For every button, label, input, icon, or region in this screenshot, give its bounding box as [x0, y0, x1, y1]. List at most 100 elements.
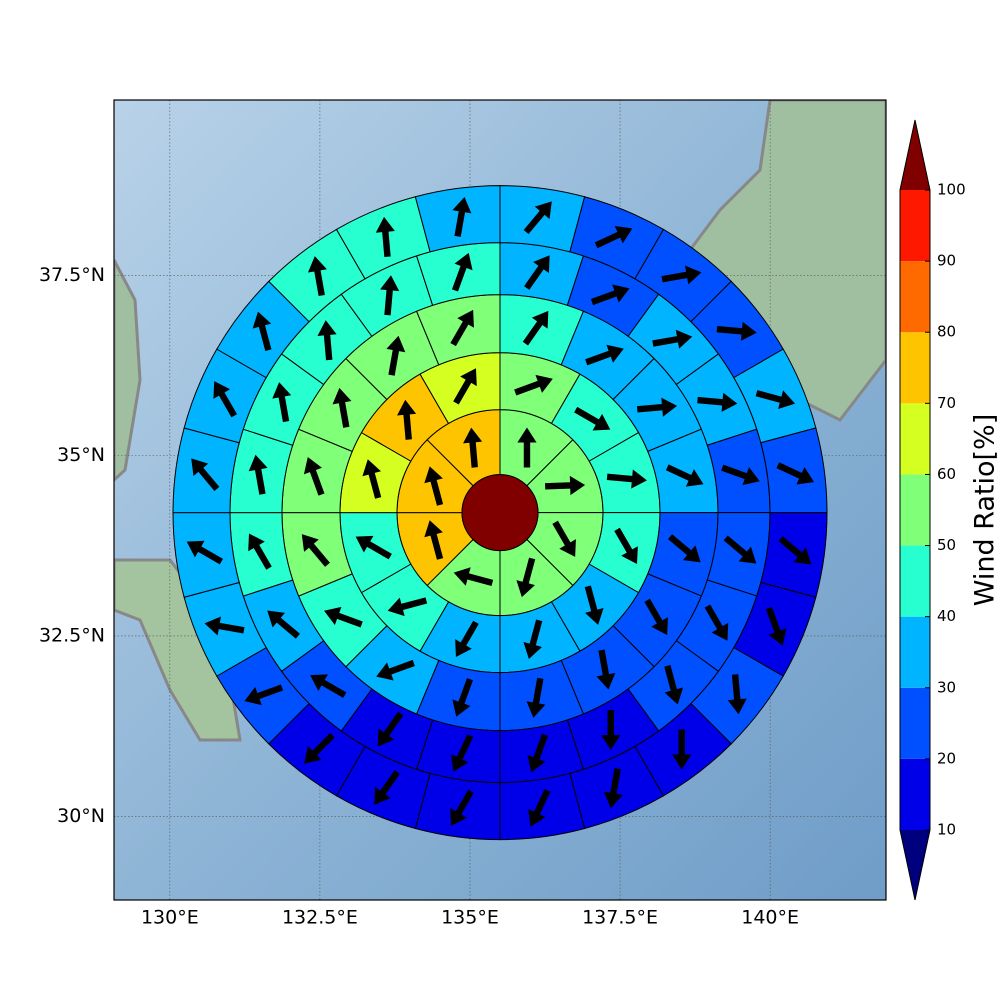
- wind-arrow: [376, 659, 415, 681]
- wind-arrow: [614, 527, 638, 564]
- wind-arrow: [552, 520, 576, 557]
- wind-arrow: [590, 284, 630, 306]
- x-tick-label: 135°E: [441, 907, 499, 929]
- wind-arrow: [424, 466, 444, 506]
- wind-arrow: [304, 733, 335, 764]
- wind-arrow: [324, 606, 363, 628]
- wind-arrow: [545, 475, 586, 496]
- wind-arrow: [453, 567, 494, 587]
- wind-arrow: [514, 374, 553, 396]
- wind-arrow: [523, 201, 552, 235]
- wind-arrow: [528, 789, 551, 827]
- wind-arrow: [272, 382, 292, 423]
- wind-arrow: [244, 684, 284, 706]
- wind-arrow: [451, 734, 474, 772]
- wind-arrow: [332, 387, 352, 428]
- arrows: [186, 196, 815, 827]
- x-tick-label: 130°E: [141, 907, 199, 929]
- axes: 130°E 132.5°E 135°E 137.5°E 140°E 30°N 32.5°N 3…: [39, 264, 799, 929]
- sector: [172, 427, 240, 514]
- sector: [499, 185, 586, 253]
- wind-arrow: [667, 534, 701, 563]
- colorbar-segment: [900, 403, 930, 475]
- wind-arrow: [374, 770, 400, 805]
- sector: [414, 772, 501, 841]
- wind-arrow: [191, 458, 220, 492]
- colorbar-tick-label: 60: [937, 465, 956, 483]
- wind-arrow: [523, 619, 543, 659]
- wind-arrow: [267, 610, 300, 639]
- wind-arrow: [606, 469, 647, 489]
- wind-arrow: [524, 255, 550, 290]
- colorbar-segment: [900, 261, 930, 333]
- colorbar: 10 20 30 40 50 60 70 80 90 100: [899, 119, 966, 901]
- sectors: [172, 185, 828, 841]
- wind-arrow: [755, 390, 796, 409]
- wind-arrow: [522, 310, 549, 346]
- wind-arrow: [452, 678, 473, 717]
- wind-arrow: [661, 265, 702, 285]
- x-tick-label: 132.5°E: [282, 907, 358, 929]
- wind-arrow: [721, 464, 760, 486]
- wind-arrow: [704, 604, 729, 641]
- colorbar-tick-label: 80: [937, 323, 956, 341]
- colorbar-under: [900, 830, 930, 900]
- wind-arrow: [387, 597, 428, 617]
- wind-arrow: [307, 256, 327, 297]
- wind-arrow: [516, 557, 536, 598]
- wind-arrow: [665, 464, 704, 487]
- wind-arrow: [355, 535, 392, 560]
- colorbar-tick-label: 70: [937, 394, 956, 412]
- wind-arrow: [664, 665, 684, 705]
- wind-arrow: [652, 329, 693, 349]
- x-tick-label: 140°E: [741, 907, 799, 929]
- colorbar-segment: [900, 474, 930, 546]
- y-tick-label: 35°N: [57, 444, 105, 466]
- wind-arrow: [303, 456, 325, 496]
- wind-arrow: [526, 677, 546, 718]
- wind-arrow: [517, 427, 537, 468]
- x-tick-label: 137.5°E: [582, 907, 658, 929]
- wind-arrow: [527, 733, 549, 773]
- wind-arrow: [248, 454, 268, 495]
- wind-arrow: [594, 226, 633, 249]
- colorbar-tick-label: 90: [937, 252, 956, 270]
- wind-arrow: [362, 459, 382, 499]
- y-tick-label: 32.5°N: [39, 624, 105, 646]
- wind-arrow: [455, 620, 479, 657]
- wind-arrow: [317, 320, 337, 361]
- wind-arrow: [601, 710, 621, 751]
- wind-arrow: [310, 674, 347, 698]
- colorbar-segment: [900, 545, 930, 617]
- wind-arrow: [451, 252, 473, 292]
- wind-arrow: [450, 789, 474, 826]
- colorbar-segment: [900, 190, 930, 262]
- wind-arrow: [603, 768, 623, 809]
- colorbar-label: Wind Ratio[%]: [970, 414, 1000, 606]
- wind-arrow: [596, 649, 616, 690]
- wind-arrow: [452, 196, 472, 237]
- colorbar-tick-label: 20: [937, 749, 956, 767]
- wind-arrow: [424, 520, 444, 560]
- wind-arrow: [204, 616, 245, 636]
- map-frame: [113, 99, 887, 901]
- wind-arrow: [213, 381, 237, 418]
- wind-arrow: [463, 427, 483, 468]
- wind-arrow: [450, 309, 474, 347]
- wind-arrow: [644, 598, 668, 635]
- y-tick-label: 37.5°N: [39, 264, 105, 286]
- wind-arrow: [301, 534, 330, 567]
- wind-arrow: [778, 536, 812, 565]
- wind-arrow: [727, 674, 747, 715]
- colorbar-segment: [900, 758, 930, 830]
- wind-arrow: [672, 729, 692, 770]
- wind-arrow: [453, 368, 477, 405]
- wind-arrow: [723, 535, 757, 564]
- wind-arrow: [386, 335, 406, 376]
- colorbar-tick-label: 100: [937, 181, 966, 199]
- colorbar-tick-label: 10: [937, 821, 956, 839]
- colorbar-segment: [900, 616, 930, 688]
- colorbar-segment: [900, 332, 930, 404]
- wind-arrow: [375, 216, 395, 258]
